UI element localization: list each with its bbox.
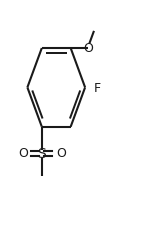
Text: O: O — [18, 147, 28, 160]
Text: F: F — [94, 82, 101, 95]
Text: O: O — [56, 147, 66, 160]
Text: O: O — [83, 41, 93, 55]
Text: S: S — [37, 147, 46, 161]
